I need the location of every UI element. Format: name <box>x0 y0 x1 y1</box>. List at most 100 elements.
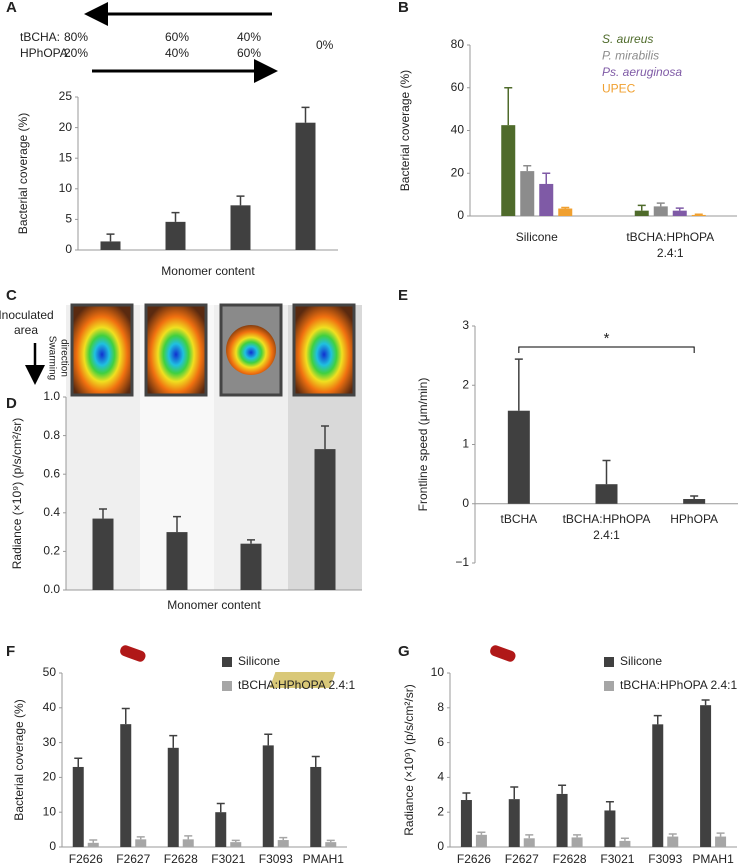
bar <box>166 532 188 590</box>
error-bar <box>605 801 614 811</box>
x-tick-label: F2628 <box>553 852 587 866</box>
y-tick-label: 0 <box>457 208 464 222</box>
error-bar <box>279 836 288 841</box>
y-axis-label: Bacterial coverage (%) <box>12 699 26 820</box>
error-bar <box>716 832 725 837</box>
error-bar <box>89 839 98 843</box>
annotation: direction <box>58 339 69 377</box>
legend-label: Ps. aeruginosa <box>602 65 682 79</box>
swarm-images <box>70 303 356 397</box>
y-tick-label: 0.2 <box>43 544 60 558</box>
y-tick-label: 60 <box>451 80 465 94</box>
annotation: 40% <box>165 46 189 60</box>
error-bar <box>514 358 523 411</box>
error-bar <box>637 204 646 211</box>
y-tick-label: 50 <box>43 665 57 679</box>
bar <box>556 793 568 847</box>
y-axis-label: Frontline speed (μm/min) <box>416 378 430 512</box>
x-tick-label: F3093 <box>648 852 682 866</box>
panel-label: G <box>398 643 410 660</box>
legend-label: Silicone <box>238 654 280 668</box>
y-tick-label: 0 <box>65 242 72 256</box>
legend-label: tBCHA:HPhOPA 2.4:1 <box>620 678 737 692</box>
bar <box>230 205 251 250</box>
bar <box>683 499 706 504</box>
y-tick-label: 20 <box>451 165 465 179</box>
bar <box>167 747 179 847</box>
y-tick-label: −1 <box>455 555 469 569</box>
y-tick-label: 10 <box>43 804 57 818</box>
bar <box>507 410 530 504</box>
x-tick-label: F2627 <box>116 852 150 866</box>
y-tick-label: 2 <box>462 377 469 391</box>
x-axis-label: Monomer content <box>161 264 255 278</box>
y-axis-label: Bacterial coverage (%) <box>16 113 30 234</box>
y-tick-label: 4 <box>437 770 444 784</box>
bar <box>523 838 535 847</box>
legend-label: tBCHA:HPhOPA 2.4:1 <box>238 678 355 692</box>
significance-bracket <box>518 346 695 353</box>
y-tick-label: 20 <box>43 770 57 784</box>
x-tick-label: tBCHA:HPhOPA 2.4:1 <box>626 230 714 260</box>
error-bar <box>690 495 699 500</box>
error-bar <box>106 233 115 242</box>
y-tick-label: 1 <box>462 437 469 451</box>
annotation: 40% <box>237 30 261 44</box>
annotation: tBCHA: <box>20 30 60 44</box>
y-tick-label: 25 <box>59 89 73 103</box>
panel-label: C <box>6 287 17 304</box>
bar <box>277 840 289 847</box>
error-bar <box>701 699 710 706</box>
error-bar <box>326 839 335 843</box>
bar <box>240 543 262 590</box>
error-bar <box>184 835 193 840</box>
y-tick-label: 15 <box>59 150 73 164</box>
bar <box>120 724 132 847</box>
error-bar <box>216 802 225 813</box>
legend-swatch <box>222 657 232 667</box>
y-tick-label: 5 <box>65 212 72 226</box>
error-bar <box>173 515 181 533</box>
bar <box>165 221 186 250</box>
panel-label: D <box>6 395 17 412</box>
bar <box>700 705 712 847</box>
error-bar <box>301 106 310 123</box>
legend-label: S. aureus <box>602 32 653 46</box>
annotation: 0% <box>316 38 334 52</box>
error-bar <box>311 755 320 767</box>
panel-label: F <box>6 643 15 660</box>
bar <box>604 810 616 847</box>
error-bar <box>620 837 629 841</box>
y-tick-label: 0.0 <box>43 582 60 596</box>
y-tick-label: 0.4 <box>43 505 60 519</box>
annotation: 80% <box>64 30 88 44</box>
x-tick-label: F2626 <box>69 852 103 866</box>
x-tick-label: F3093 <box>259 852 293 866</box>
legend-swatch <box>604 681 614 691</box>
legend-swatch <box>222 681 232 691</box>
y-tick-label: 20 <box>59 120 73 134</box>
y-axis-label: Radiance (×10⁹) (p/s/cm²/sr) <box>402 684 416 836</box>
error-bar <box>247 539 255 544</box>
error-bar <box>558 784 567 794</box>
y-tick-label: 0 <box>49 839 56 853</box>
bar <box>262 745 274 847</box>
y-tick-label: 10 <box>431 665 445 679</box>
annotation: HPhOPA: <box>20 46 71 60</box>
bar <box>539 183 554 216</box>
error-bar <box>694 213 703 216</box>
x-tick-label: PMAH1 <box>692 852 734 866</box>
annotation: 20% <box>64 46 88 60</box>
bar <box>508 799 520 847</box>
error-bar <box>121 707 130 725</box>
error-bar <box>542 172 551 184</box>
error-bar <box>656 202 665 207</box>
x-tick-label: F3021 <box>600 852 634 866</box>
bar <box>215 812 227 847</box>
y-axis-label: Radiance (×10⁹) (p/s/cm²/sr) <box>10 418 24 570</box>
annotation: area <box>14 323 38 337</box>
y-tick-label: 0 <box>462 496 469 510</box>
panel-label: A <box>6 0 17 16</box>
x-tick-label: tBCHA <box>500 512 537 526</box>
